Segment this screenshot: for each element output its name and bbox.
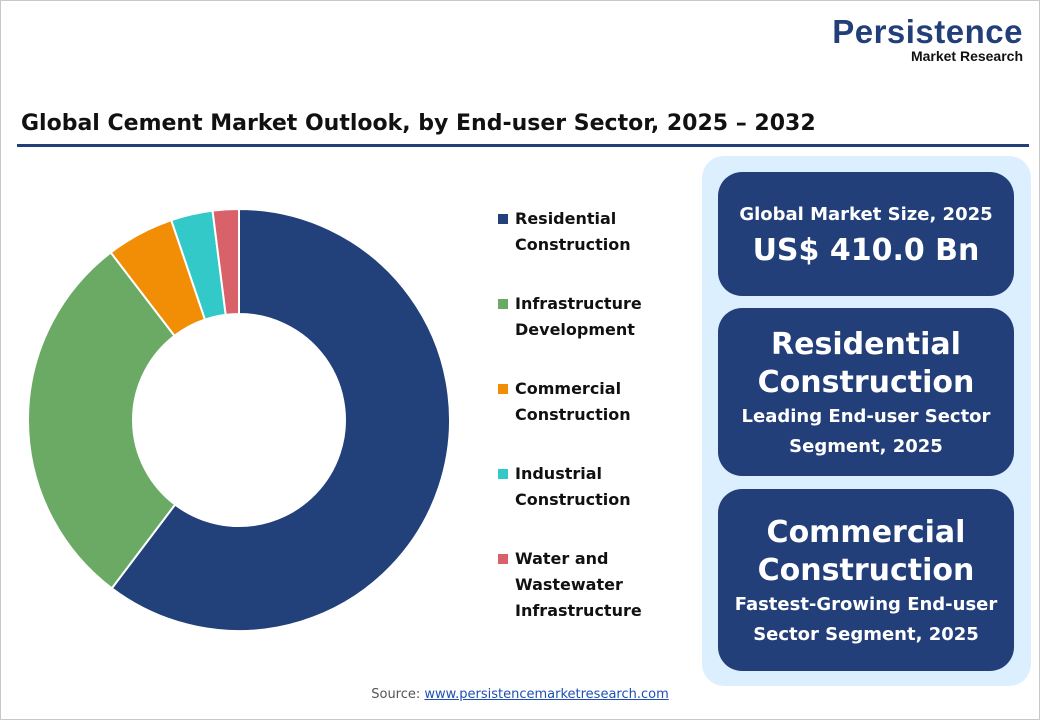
legend-swatch (498, 299, 508, 309)
leading-name-2: Construction (757, 365, 975, 400)
legend-label: Construction (515, 490, 631, 509)
market-size-card: Global Market Size, 2025 US$ 410.0 Bn (718, 172, 1014, 296)
legend-swatch (498, 554, 508, 564)
summary-panel: Global Market Size, 2025 US$ 410.0 Bn Re… (702, 156, 1031, 686)
legend-label: Construction (515, 235, 631, 254)
fastest-name-1: Commercial (766, 515, 966, 550)
legend-swatch (498, 214, 508, 224)
legend-label: Residential (515, 209, 617, 228)
legend-item: Commercial Construction (498, 376, 675, 428)
legend-swatch (498, 384, 508, 394)
source-link[interactable]: www.persistencemarketresearch.com (424, 687, 669, 702)
source-label: Source: (371, 687, 421, 702)
fastest-desc-1: Fastest-Growing End-user (734, 594, 998, 615)
legend-item: Infrastructure Development (498, 291, 675, 343)
legend-label: Industrial (515, 464, 603, 483)
logo-line2: Market Research (910, 48, 1023, 64)
legend: Residential Construction Infrastructure Dev… (498, 206, 675, 657)
fastest-name-2: Construction (757, 553, 975, 588)
leading-desc-2: Segment, 2025 (789, 436, 943, 457)
legend-label: Infrastructure (515, 601, 642, 620)
legend-label: Infrastructure (515, 294, 642, 313)
market-size-value: US$ 410.0 Bn (752, 233, 980, 268)
legend-label: Commercial (515, 379, 622, 398)
legend-label: Wastewater (515, 575, 623, 594)
legend-item: Water and Wastewater Infrastructure (498, 546, 675, 624)
logo-line1: Persistence (832, 13, 1023, 50)
donut-slice-water-and-wastewater-infrastructure (211, 207, 240, 316)
leading-name-1: Residential (771, 327, 961, 362)
title-divider (17, 144, 1029, 147)
legend-item: Residential Construction (498, 206, 675, 258)
source-note: Source: www.persistencemarketresearch.co… (1, 687, 1039, 702)
fastest-segment-card: Commercial Construction Fastest-Growing … (718, 489, 1014, 671)
chart-title: Global Cement Market Outlook, by End-use… (21, 111, 816, 136)
donut-chart (27, 207, 451, 632)
logo: Persistence Market Research (832, 13, 1023, 64)
market-size-label: Global Market Size, 2025 (739, 204, 993, 225)
fastest-desc-2: Sector Segment, 2025 (753, 624, 979, 645)
donut-slice-residential-construction (110, 207, 451, 632)
legend-label: Water and (515, 549, 609, 568)
legend-label: Development (515, 320, 635, 339)
leading-desc-1: Leading End-user Sector (741, 406, 991, 427)
legend-item: Industrial Construction (498, 461, 675, 513)
donut-slice-infrastructure-development (27, 251, 177, 590)
legend-label: Construction (515, 405, 631, 424)
leading-segment-card: Residential Construction Leading End-use… (718, 308, 1014, 476)
legend-swatch (498, 469, 508, 479)
